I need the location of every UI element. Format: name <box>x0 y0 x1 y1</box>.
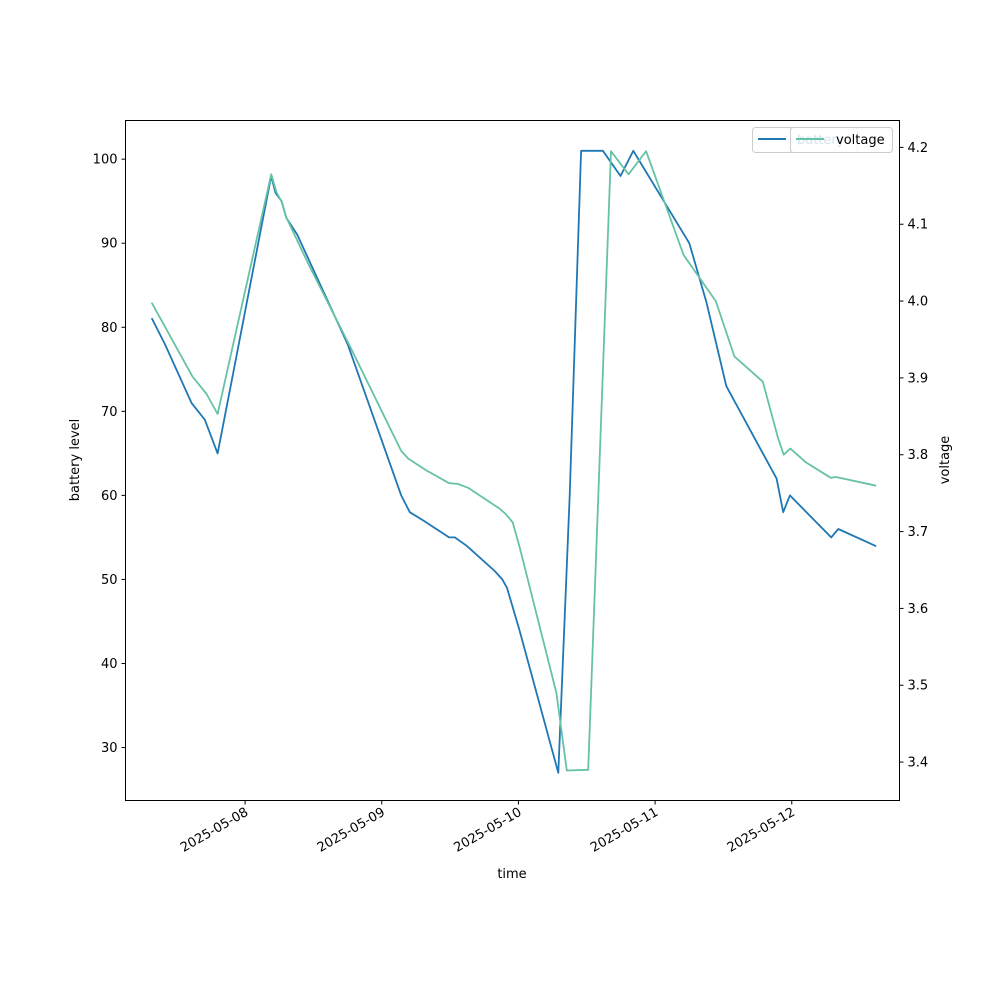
left-y-tick-label: 90 <box>101 237 118 252</box>
series-line-voltage <box>150 150 877 772</box>
left-y-axis-label: battery level <box>68 419 83 502</box>
right-y-axis: 3.4 3.5 3.6 3.7 3.8 3.9 4.0 4.1 4.2 <box>899 141 929 771</box>
legend-voltage-label: voltage <box>836 133 885 148</box>
x-tick-label: 2025-05-10 <box>451 805 524 856</box>
left-y-tick-label: 100 <box>93 153 118 168</box>
right-y-tick-label: 3.5 <box>908 679 929 694</box>
right-y-tick-label: 3.8 <box>908 448 929 463</box>
right-y-tick-label: 4.2 <box>908 141 929 156</box>
x-tick-label: 2025-05-11 <box>588 805 661 856</box>
series-lines <box>150 149 877 774</box>
left-y-axis: 30 40 50 60 70 80 90 100 <box>93 153 126 756</box>
right-y-tick-label: 3.7 <box>908 525 929 540</box>
right-y-tick-label: 4.1 <box>908 218 929 233</box>
left-y-tick-label: 80 <box>101 321 118 336</box>
right-y-tick-label: 3.6 <box>908 602 929 617</box>
legend-voltage: voltage <box>790 127 893 153</box>
plot-background <box>125 120 900 801</box>
x-tick-label: 2025-05-12 <box>725 805 798 856</box>
right-y-axis-label: voltage <box>938 436 953 485</box>
x-tick-label: 2025-05-08 <box>178 805 251 856</box>
plot-frame <box>125 120 900 801</box>
left-y-tick-label: 60 <box>101 489 118 504</box>
left-y-tick-label: 70 <box>101 405 118 420</box>
right-y-tick-label: 3.4 <box>908 756 929 771</box>
left-y-tick-label: 50 <box>101 573 118 588</box>
left-y-tick-label: 30 <box>101 741 118 756</box>
plot-area <box>125 120 900 801</box>
x-axis-label: time <box>497 867 526 882</box>
x-axis: 2025-05-08 2025-05-09 2025-05-10 2025-05-11… <box>178 800 798 856</box>
left-y-tick-label: 40 <box>101 657 118 672</box>
right-y-tick-label: 3.9 <box>908 371 929 386</box>
right-y-tick-label: 4.0 <box>908 295 929 310</box>
x-tick-label: 2025-05-09 <box>315 805 388 856</box>
legend-voltage-frame <box>790 127 893 153</box>
